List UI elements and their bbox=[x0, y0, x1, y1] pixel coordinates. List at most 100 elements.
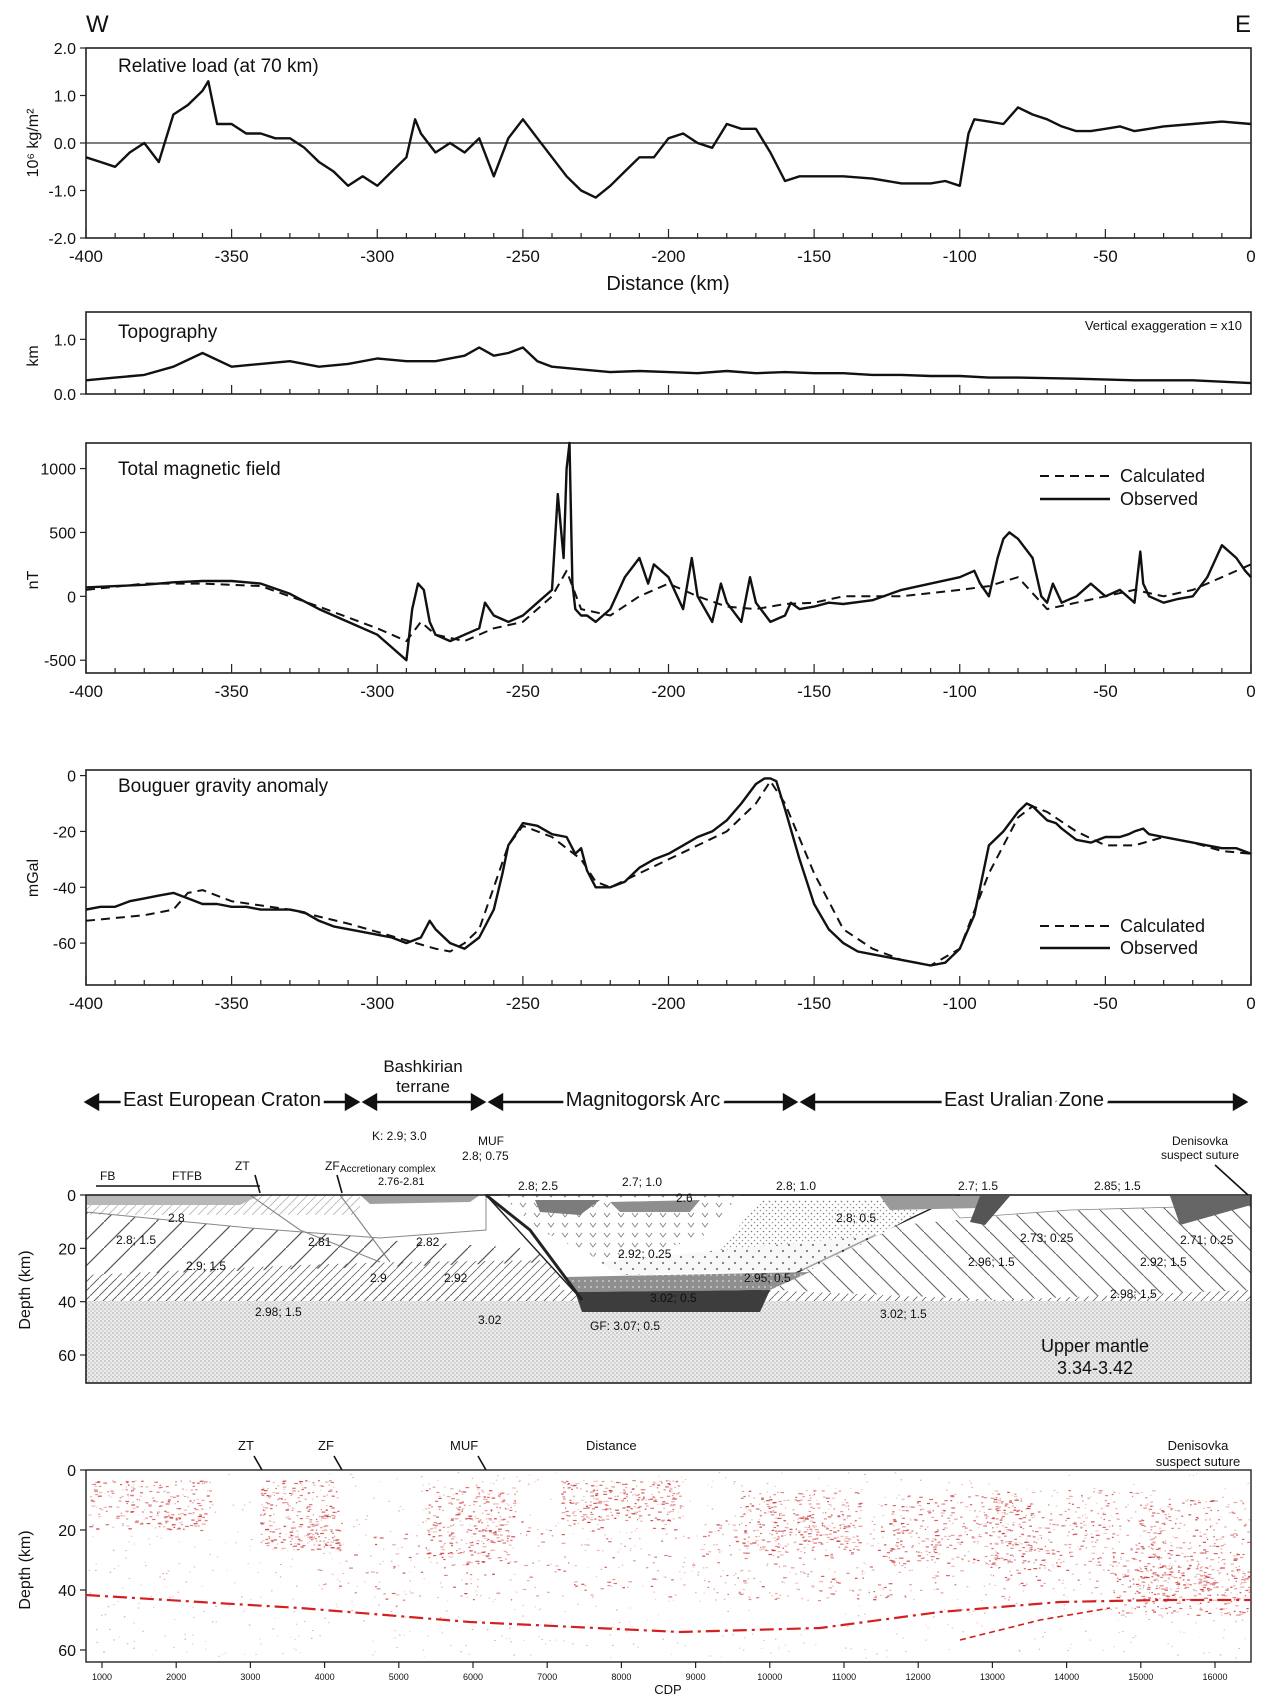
reflection-speck bbox=[825, 1549, 827, 1551]
reflection-speck bbox=[641, 1489, 646, 1491]
reflection-speck bbox=[1198, 1586, 1200, 1587]
reflection-speck bbox=[435, 1500, 439, 1502]
reflection-speck bbox=[1124, 1574, 1127, 1576]
reflection-speck bbox=[1196, 1573, 1201, 1575]
reflection-speck bbox=[186, 1651, 188, 1653]
reflection-speck bbox=[744, 1531, 747, 1533]
reflection-speck bbox=[311, 1525, 315, 1527]
reflection-speck bbox=[169, 1496, 174, 1498]
reflection-speck bbox=[177, 1501, 179, 1503]
reflection-speck bbox=[662, 1503, 665, 1505]
reflection-speck bbox=[1205, 1501, 1207, 1503]
depth-tick-label: 60 bbox=[58, 1348, 76, 1365]
reflection-speck bbox=[519, 1479, 522, 1481]
reflection-speck bbox=[466, 1531, 469, 1533]
reflection-speck bbox=[275, 1505, 277, 1507]
reflection-speck bbox=[1174, 1537, 1178, 1539]
reflection-speck bbox=[105, 1524, 110, 1526]
reflection-speck bbox=[814, 1529, 819, 1531]
reflection-speck bbox=[798, 1530, 801, 1532]
reflection-speck bbox=[292, 1545, 295, 1548]
reflection-speck bbox=[771, 1549, 775, 1551]
reflection-speck bbox=[1207, 1594, 1211, 1596]
reflection-speck bbox=[471, 1477, 474, 1479]
reflection-speck bbox=[365, 1519, 367, 1521]
reflection-speck bbox=[798, 1492, 803, 1495]
body-label: 2.8; 1.5 bbox=[116, 1233, 156, 1247]
reflection-speck bbox=[669, 1487, 672, 1489]
reflection-speck bbox=[168, 1499, 171, 1501]
reflection-speck bbox=[624, 1497, 627, 1499]
reflection-speck bbox=[733, 1529, 735, 1531]
reflection-speck bbox=[321, 1499, 325, 1502]
reflection-speck bbox=[109, 1571, 112, 1573]
reflection-speck bbox=[133, 1543, 136, 1545]
reflection-speck bbox=[1020, 1499, 1023, 1501]
reflection-speck bbox=[614, 1499, 618, 1501]
reflection-speck bbox=[717, 1562, 720, 1564]
reflection-speck bbox=[929, 1498, 934, 1501]
reflection-speck bbox=[393, 1566, 396, 1568]
reflection-speck bbox=[565, 1507, 567, 1509]
reflection-speck bbox=[845, 1540, 849, 1542]
reflection-speck bbox=[306, 1515, 310, 1517]
reflection-speck bbox=[721, 1550, 723, 1552]
reflection-speck bbox=[583, 1518, 587, 1520]
reflection-speck bbox=[455, 1493, 458, 1495]
reflection-speck bbox=[265, 1538, 269, 1541]
reflection-speck bbox=[769, 1592, 771, 1594]
reflection-speck bbox=[561, 1502, 566, 1504]
reflection-speck bbox=[765, 1549, 768, 1551]
reflection-speck bbox=[838, 1490, 841, 1492]
reflection-speck bbox=[573, 1523, 576, 1525]
reflection-speck bbox=[828, 1508, 830, 1510]
reflection-speck bbox=[297, 1511, 302, 1513]
reflection-speck bbox=[656, 1487, 659, 1489]
reflection-speck bbox=[1235, 1620, 1237, 1622]
reflection-speck bbox=[304, 1620, 306, 1622]
reflection-speck bbox=[767, 1511, 770, 1513]
reflection-speck bbox=[1179, 1600, 1181, 1602]
reflection-speck bbox=[491, 1497, 496, 1499]
reflection-speck bbox=[629, 1607, 632, 1609]
body-label: 2.8 bbox=[168, 1211, 185, 1225]
reflection-speck bbox=[462, 1508, 465, 1510]
reflection-speck bbox=[482, 1542, 485, 1545]
reflection-speck bbox=[555, 1565, 559, 1567]
reflection-speck bbox=[176, 1528, 180, 1530]
topography-annotation: Vertical exaggeration = x10 bbox=[1085, 318, 1242, 333]
reflection-speck bbox=[1010, 1530, 1014, 1532]
upper-mantle-body bbox=[86, 1301, 1251, 1383]
cdp-tick-label: 16000 bbox=[1202, 1672, 1227, 1682]
reflection-speck bbox=[449, 1542, 453, 1544]
reflection-speck bbox=[889, 1523, 892, 1525]
reflection-speck bbox=[401, 1546, 403, 1548]
reflection-speck bbox=[1244, 1595, 1246, 1597]
reflection-speck bbox=[910, 1536, 913, 1538]
reflection-speck bbox=[997, 1512, 999, 1514]
reflection-speck bbox=[1142, 1530, 1147, 1532]
x-tick-label: -400 bbox=[69, 682, 103, 701]
reflection-speck bbox=[513, 1502, 517, 1504]
reflection-speck bbox=[522, 1604, 525, 1606]
reflection-speck bbox=[967, 1560, 970, 1562]
reflection-speck bbox=[924, 1528, 927, 1530]
reflection-speck bbox=[321, 1517, 324, 1519]
reflection-speck bbox=[523, 1639, 525, 1641]
reflection-speck bbox=[1029, 1525, 1032, 1527]
reflection-speck bbox=[501, 1501, 505, 1503]
reflection-speck bbox=[526, 1530, 531, 1532]
x-tick-label: -300 bbox=[360, 247, 394, 266]
reflection-speck bbox=[130, 1490, 133, 1492]
reflection-speck bbox=[672, 1480, 675, 1482]
reflection-speck bbox=[329, 1552, 331, 1554]
reflection-speck bbox=[1131, 1495, 1134, 1497]
reflection-speck bbox=[409, 1590, 411, 1592]
reflection-speck bbox=[331, 1514, 335, 1517]
reflection-speck bbox=[1215, 1607, 1218, 1609]
reflection-speck bbox=[1239, 1611, 1241, 1613]
reflection-speck bbox=[795, 1541, 797, 1543]
reflection-speck bbox=[934, 1519, 938, 1522]
reflection-speck bbox=[318, 1584, 320, 1586]
